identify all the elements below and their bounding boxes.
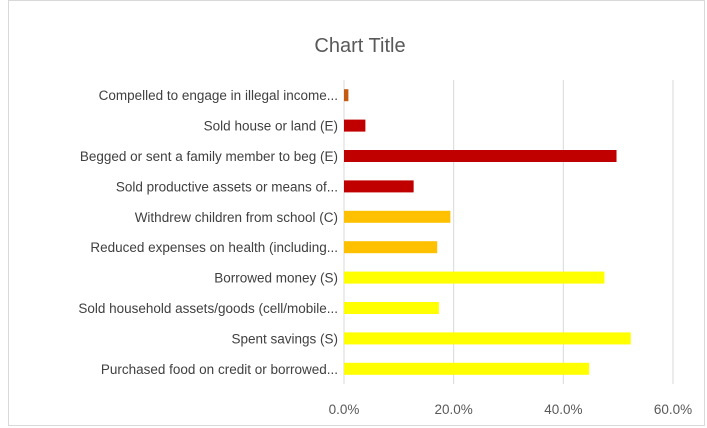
category-label: Begged or sent a family member to beg (E… [80,149,338,164]
category-label: Purchased food on credit or borrowed... [101,362,338,377]
category-label: Spent savings (S) [231,331,338,346]
bar [344,332,631,345]
bar [344,241,438,254]
bar [344,150,617,162]
bars [344,89,631,375]
x-tick-label: 60.0% [654,402,692,417]
category-label: Borrowed money (S) [214,271,338,286]
category-label: Sold productive assets or means of... [116,179,338,194]
category-labels: Compelled to engage in illegal income...… [78,88,338,377]
x-tick-labels: 0.0% 20.0% 40.0% 60.0% [329,402,693,417]
category-label: Compelled to engage in illegal income... [99,88,338,103]
bar [344,362,590,375]
bar [344,89,349,102]
category-label: Reduced expenses on health (including... [90,240,338,255]
bar [344,180,414,193]
category-label: Withdrew children from school (C) [135,210,338,225]
category-label: Sold household assets/goods (cell/mobile… [78,301,338,316]
x-tick-label: 0.0% [329,402,360,417]
bar [344,271,605,284]
category-label: Sold house or land (E) [204,119,338,134]
bar [344,302,439,314]
x-tick-label: 40.0% [544,402,582,417]
chart-title: Chart Title [314,35,405,57]
bar [344,119,366,132]
bar [344,210,451,223]
x-tick-label: 20.0% [435,402,473,417]
